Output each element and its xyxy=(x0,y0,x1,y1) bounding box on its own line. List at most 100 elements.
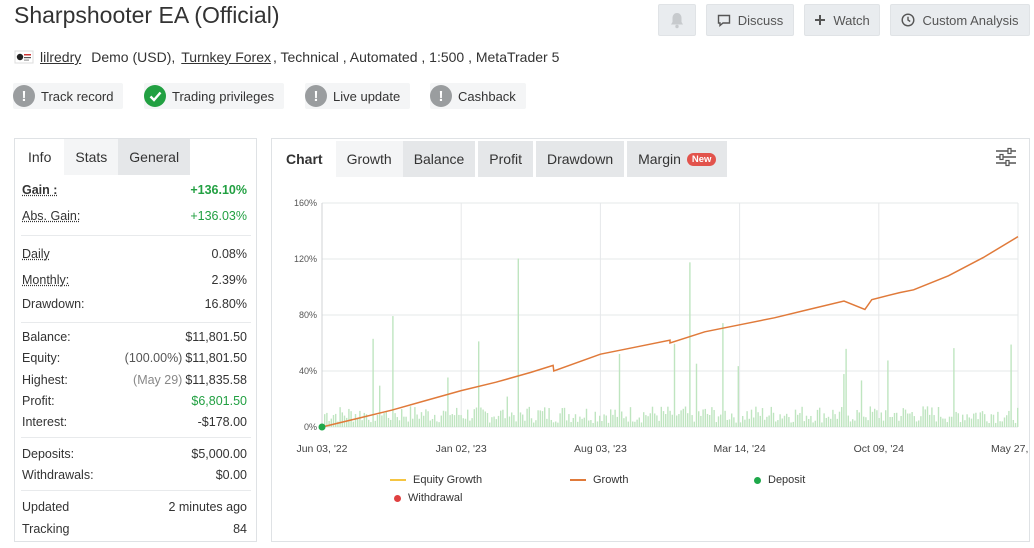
activity-bar xyxy=(489,422,491,427)
badge-trading-privileges[interactable]: Trading privileges xyxy=(144,83,285,109)
activity-bar xyxy=(869,406,871,427)
tab-margin[interactable]: Margin New xyxy=(627,141,728,177)
activity-bar xyxy=(552,422,555,427)
activity-bar xyxy=(940,416,942,427)
activity-bar xyxy=(834,414,836,427)
activity-bar xyxy=(618,353,621,427)
activity-bar xyxy=(449,415,451,427)
activity-bar xyxy=(909,413,911,427)
activity-bar xyxy=(566,420,568,427)
tab-drawdown[interactable]: Drawdown xyxy=(535,141,625,177)
stat-balance: Balance: $11,801.50 xyxy=(15,327,255,348)
legend-withdrawal[interactable]: Withdrawal xyxy=(394,492,462,504)
stat-value: $0.00 xyxy=(215,468,247,482)
activity-bar xyxy=(1008,410,1010,427)
activity-bar xyxy=(825,417,827,427)
activity-bar xyxy=(526,408,528,427)
badge-cashback[interactable]: ! Cashback xyxy=(430,83,526,109)
activity-bar xyxy=(955,411,957,427)
watch-button[interactable]: Watch xyxy=(804,4,880,36)
activity-bar xyxy=(324,414,326,427)
activity-bar xyxy=(651,406,654,427)
user-link[interactable]: lilredry xyxy=(40,49,82,65)
activity-bar xyxy=(792,421,794,427)
tab-info[interactable]: Info xyxy=(15,139,65,175)
activity-bar xyxy=(713,410,715,427)
activity-bar xyxy=(555,421,557,427)
stat-label: Highest: xyxy=(22,373,68,387)
activity-bar xyxy=(418,418,420,427)
activity-bar xyxy=(669,410,671,427)
activity-bar xyxy=(977,419,979,427)
activity-bar xyxy=(973,413,975,427)
legend-equity-growth[interactable]: Equity Growth xyxy=(390,474,482,486)
stat-note: (100.00%) xyxy=(124,351,183,365)
custom-analysis-button[interactable]: Custom Analysis xyxy=(890,4,1030,36)
activity-bar xyxy=(1006,415,1008,427)
activity-bar xyxy=(363,412,365,427)
tab-chart[interactable]: Chart xyxy=(273,141,336,177)
broker-link[interactable]: Turnkey Forex xyxy=(181,49,271,65)
activity-bar xyxy=(951,416,953,427)
activity-bar xyxy=(546,418,548,427)
activity-bar xyxy=(843,374,845,427)
activity-bar xyxy=(995,422,997,427)
warning-icon: ! xyxy=(305,85,327,107)
badge-track-record[interactable]: ! Track record xyxy=(13,83,124,109)
tab-growth[interactable]: Growth xyxy=(335,141,403,177)
activity-bar xyxy=(431,418,434,427)
chart-settings-button[interactable] xyxy=(995,147,1019,169)
stat-label: Withdrawals: xyxy=(22,468,94,482)
activity-bar xyxy=(557,422,559,427)
activity-bar xyxy=(621,411,623,427)
stat-label: Tracking xyxy=(22,522,70,536)
watch-label: Watch xyxy=(833,12,870,28)
activity-bar xyxy=(781,418,783,427)
activity-bar xyxy=(990,414,992,427)
activity-bar xyxy=(478,341,480,427)
activity-bar xyxy=(847,415,849,427)
activity-bar xyxy=(759,415,761,427)
activity-bar xyxy=(346,417,348,427)
stat-gain: Gain : +136.10% xyxy=(15,180,255,201)
discuss-button[interactable]: Discuss xyxy=(706,4,794,36)
tab-general[interactable]: General xyxy=(118,139,191,175)
activity-bar xyxy=(599,415,601,427)
activity-bar xyxy=(891,416,893,427)
activity-bar xyxy=(643,412,645,427)
stat-equity: Equity: (100.00%) $11,801.50 xyxy=(15,348,255,369)
stat-label: Drawdown: xyxy=(22,297,85,311)
legend-deposit[interactable]: Deposit xyxy=(754,474,805,486)
activity-bar xyxy=(612,414,614,427)
legend-growth[interactable]: Growth xyxy=(570,474,628,486)
activity-bar xyxy=(838,411,841,427)
stat-monthly: Monthly: 2.39% xyxy=(15,270,255,291)
activity-bar xyxy=(948,416,951,427)
stats-panel: Info Stats General Gain : +136.10% Abs. … xyxy=(14,138,257,542)
stat-label: Interest: xyxy=(22,415,68,429)
activity-bar xyxy=(722,323,724,427)
y-tick-label: 40% xyxy=(299,366,317,376)
notification-button[interactable] xyxy=(658,4,696,36)
new-badge: New xyxy=(686,152,717,166)
tab-stats[interactable]: Stats xyxy=(64,139,119,175)
activity-bar xyxy=(379,385,381,427)
badge-live-update[interactable]: ! Live update xyxy=(305,83,411,109)
growth-chart[interactable]: 0% 40% 80% 120% 160% Jun 03, '22 Jan 02, '23 A… xyxy=(272,191,1029,491)
tab-profit[interactable]: Profit xyxy=(478,141,533,177)
custom-analysis-label: Custom Analysis xyxy=(922,12,1019,28)
activity-bar xyxy=(412,418,414,427)
activity-bar xyxy=(610,409,612,427)
tab-balance[interactable]: Balance xyxy=(402,141,476,177)
activity-bar xyxy=(970,418,973,427)
activity-bar xyxy=(524,420,526,427)
activity-bar xyxy=(819,407,821,427)
activity-bar xyxy=(464,418,467,427)
activity-bar xyxy=(638,417,640,427)
activity-bar xyxy=(687,413,689,427)
activity-bar xyxy=(519,412,522,427)
badge-label: Cashback xyxy=(458,88,516,104)
activity-bar xyxy=(874,408,876,427)
activity-bar xyxy=(907,413,909,427)
activity-bar xyxy=(359,410,361,427)
